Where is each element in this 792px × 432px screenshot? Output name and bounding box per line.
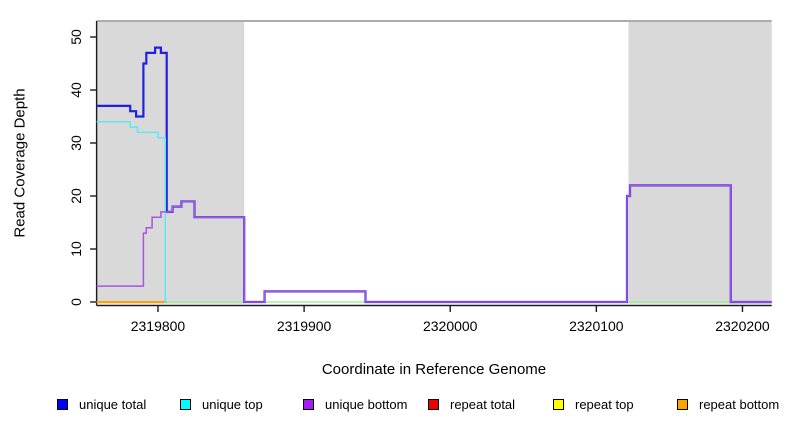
legend-item-unique-bottom: unique bottom <box>303 397 407 412</box>
x-axis-title: Coordinate in Reference Genome <box>321 361 547 378</box>
left-shaded-region <box>96 22 245 304</box>
legend-item-unique-top: unique top <box>180 397 263 412</box>
series-unique-top <box>96 121 167 303</box>
x-tick-label-2319800: 2319800 <box>130 318 186 334</box>
legend-swatch-icon <box>553 399 564 410</box>
legend-item-repeat-top: repeat top <box>553 397 634 412</box>
legend-item-repeat-bottom: repeat bottom <box>677 397 779 412</box>
y-axis-title: Read Coverage Depth <box>11 88 29 238</box>
x-tick-label-2320100: 2320100 <box>569 318 624 334</box>
y-tick-label-0: 0 <box>68 298 84 306</box>
series-unique-bottom <box>96 184 772 303</box>
legend-swatch-icon <box>57 399 68 410</box>
x-tick-label-2319900: 2319900 <box>276 318 332 334</box>
legend-label: unique total <box>79 397 147 412</box>
x-tick-label-2320200: 2320200 <box>715 318 770 334</box>
x-tick-label-2320000: 2320000 <box>422 318 478 334</box>
y-tick-label-10: 10 <box>68 241 84 257</box>
y-tick-label-50: 50 <box>68 29 84 45</box>
legend-label: repeat top <box>575 397 634 412</box>
legend-swatch-icon <box>303 399 314 410</box>
legend-label: repeat total <box>450 397 516 412</box>
y-tick-label-30: 30 <box>68 135 84 151</box>
legend-swatch-icon <box>180 399 191 410</box>
y-tick-label-20: 20 <box>68 188 84 204</box>
legend-swatch-icon <box>677 399 688 410</box>
legend-item-unique-total: unique total <box>57 397 146 412</box>
legend-item-repeat-total: repeat total <box>428 397 515 412</box>
legend-swatch-icon <box>428 399 439 410</box>
legend-label: repeat bottom <box>699 397 780 412</box>
y-tick-label-40: 40 <box>68 82 84 98</box>
legend-label: unique bottom <box>325 397 408 412</box>
legend-label: unique top <box>202 397 263 412</box>
right-shaded-region <box>628 22 772 304</box>
